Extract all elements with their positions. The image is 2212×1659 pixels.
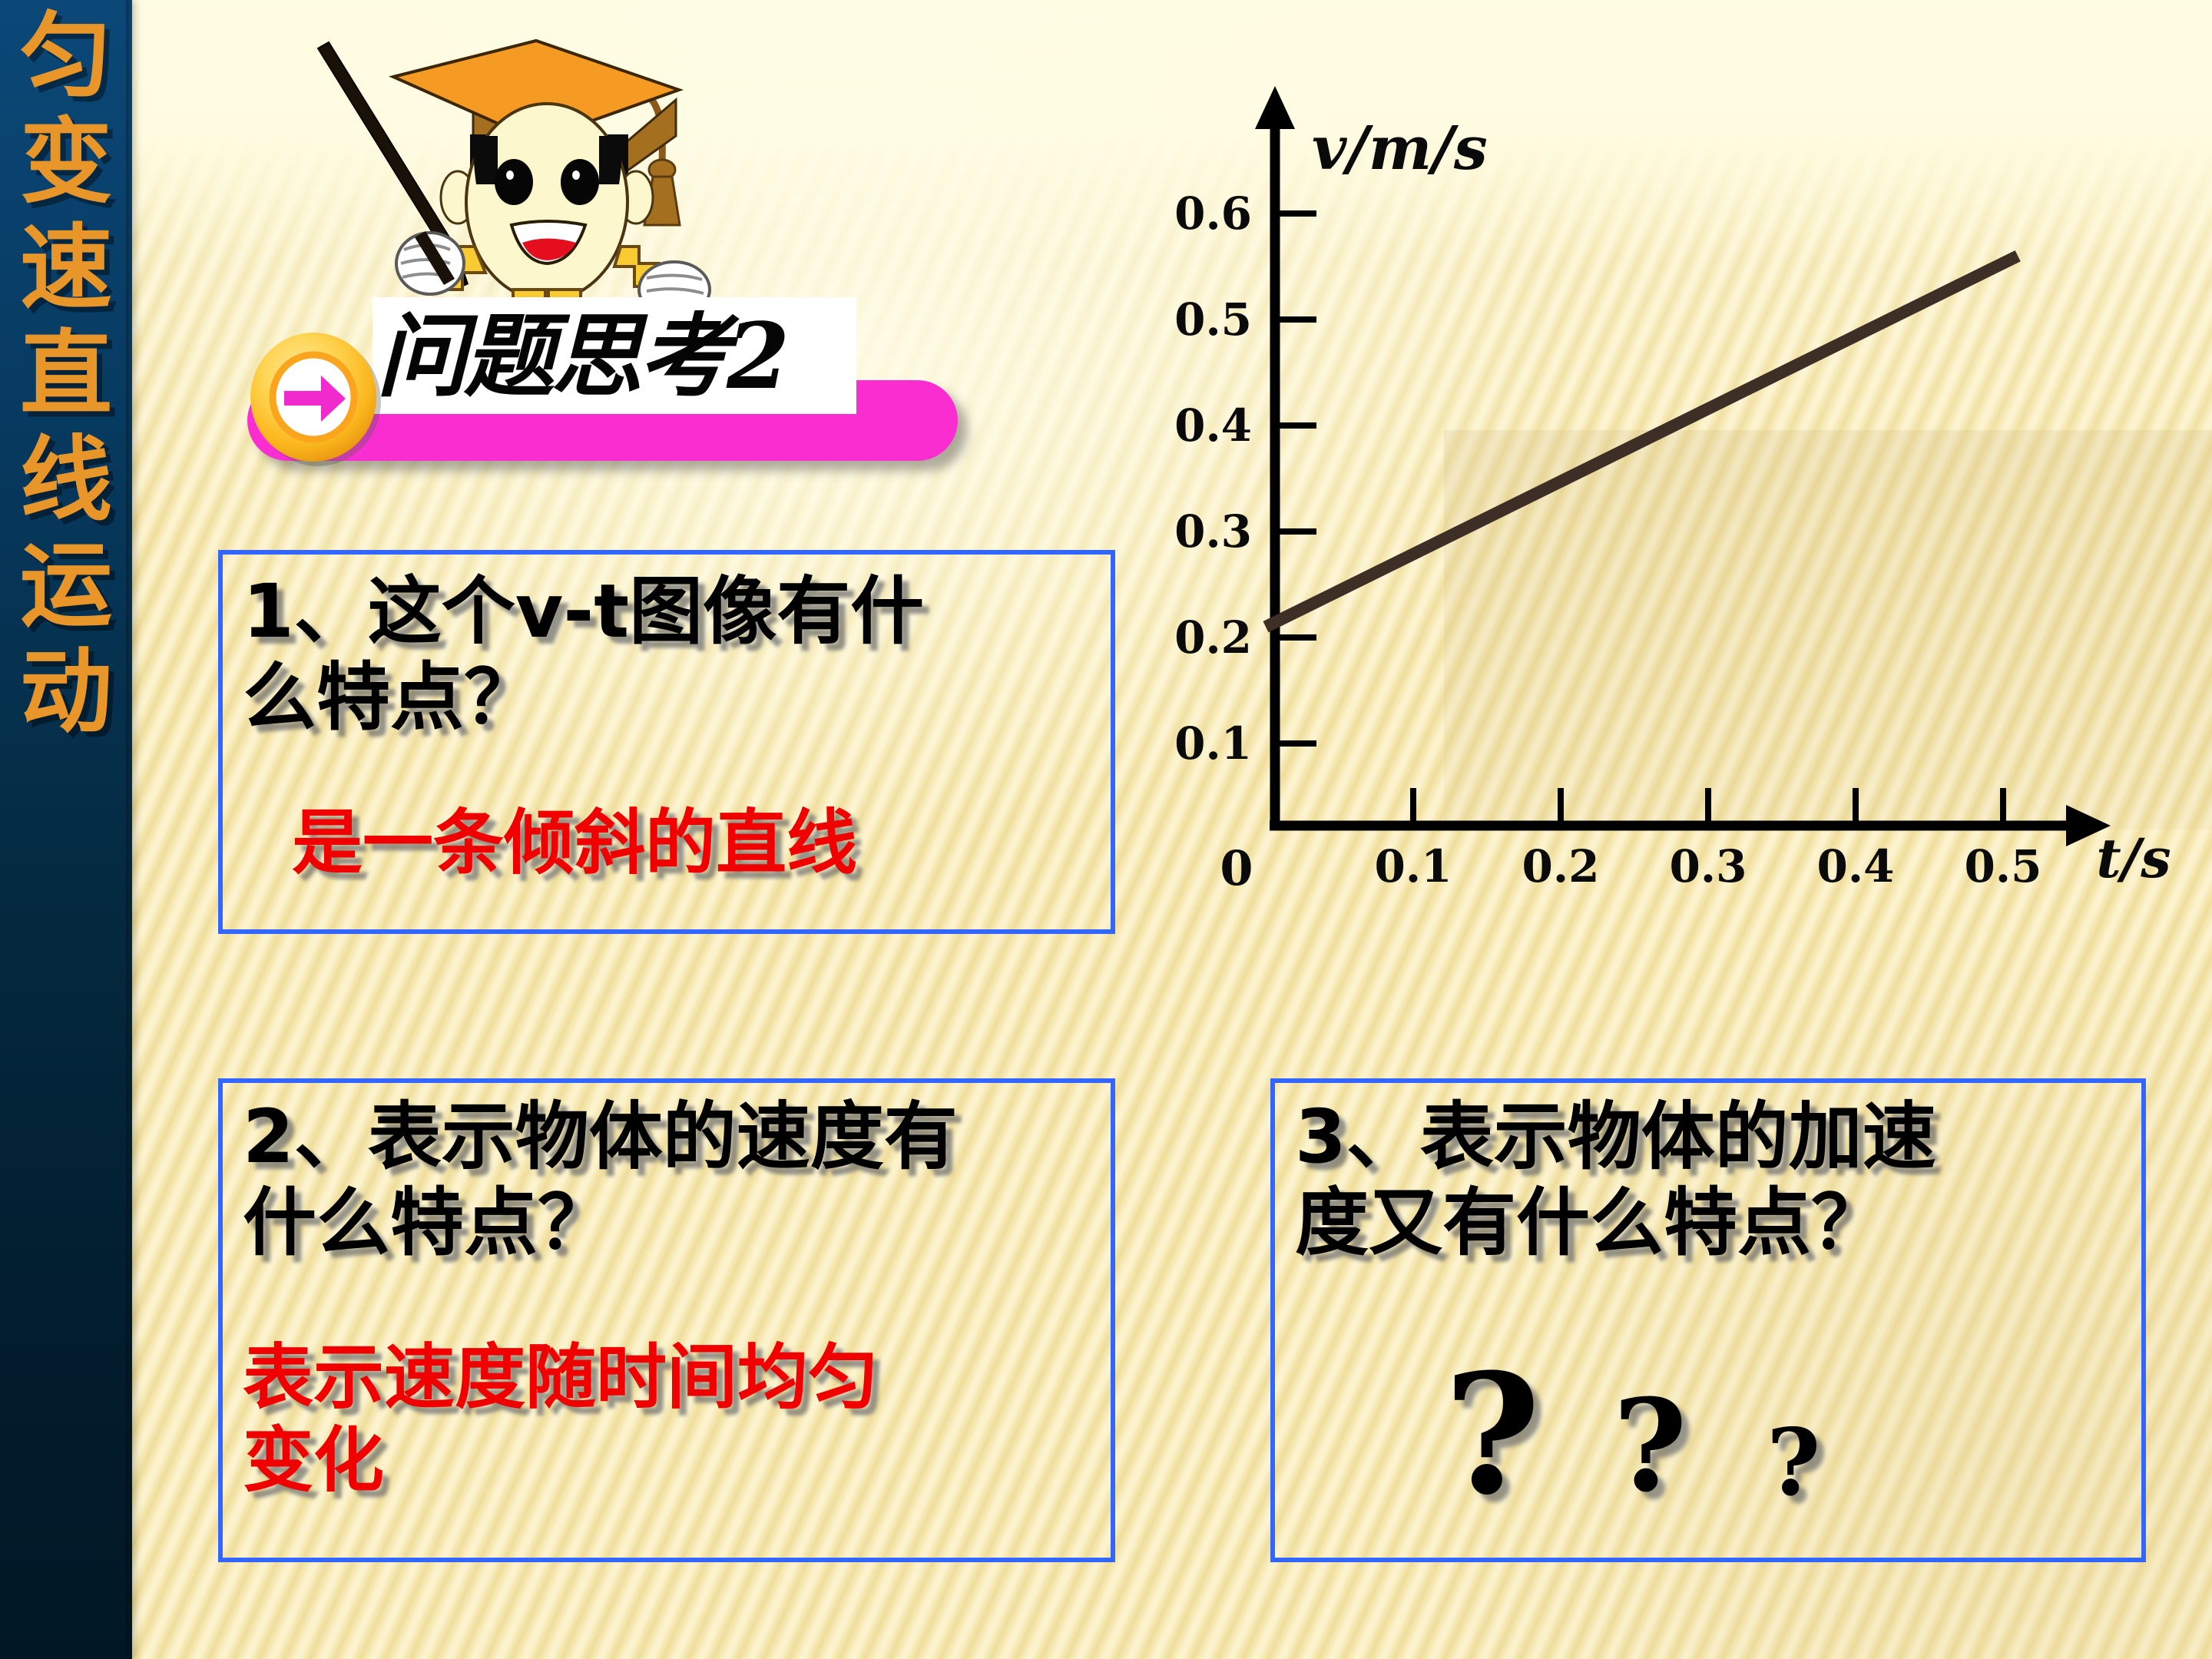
question-marks-group: ? ? ? (1444, 1352, 2074, 1536)
sidebar: 匀 变 速 直 线 运 动 (0, 0, 132, 1659)
question-mark-2: ? (1613, 1371, 1687, 1520)
question-box-2 (218, 1078, 1115, 1562)
origin-label: 0 (1220, 840, 1253, 896)
x-tick-label-3: 0.4 (1817, 840, 1895, 892)
y-tick-label-3: 0.4 (1174, 399, 1252, 452)
right-arrow-icon (247, 328, 384, 468)
y-axis-ticks (1277, 210, 1316, 747)
question-mark-1: ? (1444, 1337, 1541, 1532)
x-tick-label-2: 0.3 (1670, 840, 1747, 892)
velocity-time-chart: 0.1 0.2 0.3 0.4 0.5 0.6 0.1 0.2 0.3 0.4 … (1144, 69, 2212, 899)
question-3-line-1: 3、表示物体的加速 (1295, 1094, 1936, 1180)
question-2-line-1: 2、表示物体的速度有 (243, 1094, 958, 1180)
y-axis-tick-labels: 0.1 0.2 0.3 0.4 0.5 0.6 (1174, 187, 1252, 770)
x-tick-label-1: 0.2 (1522, 840, 1600, 892)
question-mark-3: ? (1767, 1409, 1821, 1517)
question-box-3 (1270, 1078, 2146, 1562)
sidebar-title-char-5: 运 (20, 533, 112, 640)
title-banner: 问题思考2 (230, 288, 1006, 480)
x-axis-tick-labels: 0.1 0.2 0.3 0.4 0.5 (1375, 840, 2042, 892)
question-3-line-2: 度又有什么特点？ (1295, 1180, 1885, 1266)
answer-2-line-1: 表示速度随时间均匀 (243, 1336, 879, 1419)
x-tick-label-0: 0.1 (1375, 840, 1452, 892)
question-1-line-1: 1、这个v-t图像有什 (243, 568, 925, 654)
y-tick-label-0: 0.1 (1174, 717, 1252, 770)
x-axis-label: t/s (2096, 826, 2171, 890)
answer-1-text: 是一条倾斜的直线 (292, 802, 858, 884)
y-tick-label-2: 0.3 (1174, 505, 1252, 558)
sidebar-title-char-3: 直 (20, 321, 112, 428)
question-1-line-2: 么特点？ (243, 654, 538, 740)
question-3-text: 3、表示物体的加速 度又有什么特点？ (1295, 1094, 2140, 1266)
sidebar-title-char-1: 变 (20, 109, 112, 216)
question-2-text: 2、表示物体的速度有 什么特点？ (243, 1094, 1103, 1266)
y-axis (1255, 86, 1295, 830)
sidebar-vertical-title: 匀 变 速 直 线 运 动 (0, 8, 132, 742)
velocity-line (1263, 250, 2021, 633)
question-2-line-2: 什么特点？ (243, 1180, 611, 1266)
banner-title: 问题思考2 (376, 303, 790, 409)
sidebar-title-char-6: 动 (20, 639, 112, 746)
answer-2-text: 表示速度随时间均匀 变化 (243, 1336, 1111, 1502)
x-tick-label-4: 0.5 (1965, 840, 2042, 892)
question-box-1 (218, 550, 1115, 934)
sidebar-title-char-2: 速 (20, 215, 112, 322)
y-tick-label-1: 0.2 (1174, 611, 1252, 664)
sidebar-title-char-0: 匀 (20, 3, 112, 110)
y-tick-label-5: 0.6 (1174, 187, 1252, 240)
y-axis-label: v/m/s (1312, 114, 1488, 184)
question-1-text: 1、这个v-t图像有什 么特点？ (243, 568, 1103, 740)
answer-2-line-2: 变化 (243, 1419, 385, 1502)
sidebar-title-char-4: 线 (20, 427, 112, 534)
y-tick-label-4: 0.5 (1174, 293, 1252, 346)
x-axis-ticks (1410, 788, 2006, 823)
